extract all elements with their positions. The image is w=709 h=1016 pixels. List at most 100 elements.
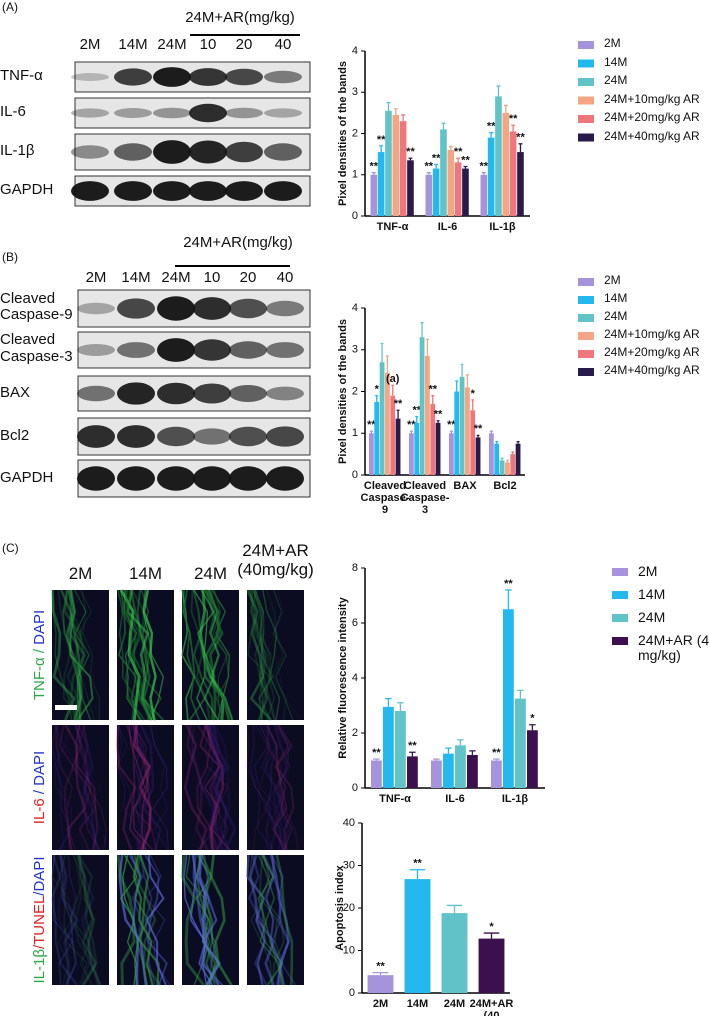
tissue-texture xyxy=(247,854,268,986)
tissue-texture xyxy=(59,854,77,986)
tissue-texture xyxy=(271,854,290,986)
y-tick-label: 3 xyxy=(352,344,358,356)
legend-label: 24M+20mg/kg AR xyxy=(604,111,700,124)
bar xyxy=(502,112,510,216)
error-bar xyxy=(409,869,426,880)
blot-band xyxy=(153,67,191,87)
error-bar xyxy=(518,143,523,153)
tissue-texture xyxy=(128,854,144,986)
error-bar xyxy=(511,124,516,132)
legend-label-box: 2M xyxy=(604,274,621,287)
bar xyxy=(459,376,465,475)
micrograph xyxy=(247,725,304,850)
blot-row-label: Cleaved Caspase-9 xyxy=(0,290,73,323)
row-label: IL-6 / DAPI xyxy=(31,751,48,824)
y-axis-title: Relative fluorescence intensity xyxy=(337,596,349,758)
x-tick-label: TNF-α xyxy=(376,221,409,233)
bar xyxy=(374,401,380,475)
blot-band xyxy=(229,385,267,402)
y-tick-label: 0 xyxy=(349,987,355,999)
legend-swatch xyxy=(578,133,594,142)
tissue-texture xyxy=(136,724,151,851)
error-bar xyxy=(420,321,424,338)
blot-band xyxy=(266,386,304,401)
blot-band xyxy=(189,68,227,86)
error-bar xyxy=(481,172,486,175)
tissue-texture xyxy=(262,854,285,986)
tissue-texture xyxy=(116,724,140,851)
y-tick-label: 0 xyxy=(352,210,358,222)
error-bar xyxy=(369,430,373,434)
significance: * xyxy=(471,388,476,400)
bar xyxy=(467,755,478,788)
x-tick-label: 2M xyxy=(372,998,389,1010)
tissue-texture xyxy=(200,724,217,851)
tissue-texture xyxy=(261,589,281,721)
bar xyxy=(430,404,436,475)
blot-band xyxy=(117,466,155,491)
tissue-texture xyxy=(248,854,276,986)
tissue-texture xyxy=(62,589,92,721)
bar xyxy=(407,160,414,216)
tissue-texture xyxy=(148,724,169,851)
tissue-texture xyxy=(69,589,94,721)
tissue-texture xyxy=(205,589,224,721)
legend-label: 24M xyxy=(604,74,628,87)
error-bar xyxy=(505,459,509,463)
x-tick-label: IL-6 xyxy=(445,793,465,805)
y-tick-label: 8 xyxy=(352,562,358,574)
blot-band xyxy=(225,181,263,201)
tissue-texture xyxy=(186,724,209,851)
tissue-texture xyxy=(252,589,268,721)
tissue-texture xyxy=(78,854,98,986)
tissue-texture xyxy=(74,724,97,851)
y-tick-label: 6 xyxy=(352,617,358,629)
significance: ** xyxy=(367,419,376,431)
blot-band xyxy=(266,466,304,491)
tissue-texture xyxy=(130,854,141,986)
blot-band xyxy=(189,103,227,123)
y-tick-label: 20 xyxy=(343,902,355,914)
row-label-part: TNF-α / xyxy=(31,645,48,700)
blot-band xyxy=(153,140,191,164)
bar xyxy=(470,410,476,475)
tissue-texture xyxy=(260,854,284,986)
column-label-box: 2M xyxy=(69,565,93,583)
blot-row-label: TNF-α xyxy=(0,68,43,84)
legend-label-box: 2M xyxy=(604,37,621,50)
tissue-texture xyxy=(190,589,211,721)
panel-label: (C) xyxy=(2,541,19,555)
scale-bar xyxy=(55,705,77,710)
significance: ** xyxy=(394,398,403,410)
significance: ** xyxy=(412,404,421,416)
bar xyxy=(455,745,466,788)
blot-band xyxy=(77,344,115,356)
y-tick-label: 2 xyxy=(352,127,358,139)
tissue-texture xyxy=(196,854,217,986)
tissue-texture xyxy=(246,589,272,721)
blot-band xyxy=(264,181,302,201)
tissue-texture xyxy=(74,724,99,851)
y-tick-label: 4 xyxy=(352,672,358,684)
blot-row-label-box: TNF-α xyxy=(0,68,43,84)
tissue-texture xyxy=(253,589,276,721)
tissue-texture xyxy=(213,724,230,851)
y-tick-label: 40 xyxy=(343,817,355,829)
micrograph xyxy=(182,725,239,850)
y-tick-label: 0 xyxy=(352,469,358,481)
x-tick-label: Cleaved Caspase-3 xyxy=(400,480,450,516)
tissue-texture xyxy=(133,854,150,986)
tissue-texture xyxy=(51,854,73,986)
micrograph xyxy=(247,590,304,720)
tissue-texture xyxy=(150,724,169,851)
blot-band xyxy=(77,302,115,315)
bar xyxy=(517,152,524,216)
error-bar xyxy=(456,157,461,163)
tissue-texture xyxy=(136,589,165,721)
significance: ** xyxy=(447,419,456,431)
y-axis-title: Pixel densities of the bands xyxy=(337,61,349,206)
tissue-texture xyxy=(57,589,83,721)
significance: ** xyxy=(432,152,441,164)
tissue-texture xyxy=(142,589,157,721)
blot-band xyxy=(229,426,267,447)
